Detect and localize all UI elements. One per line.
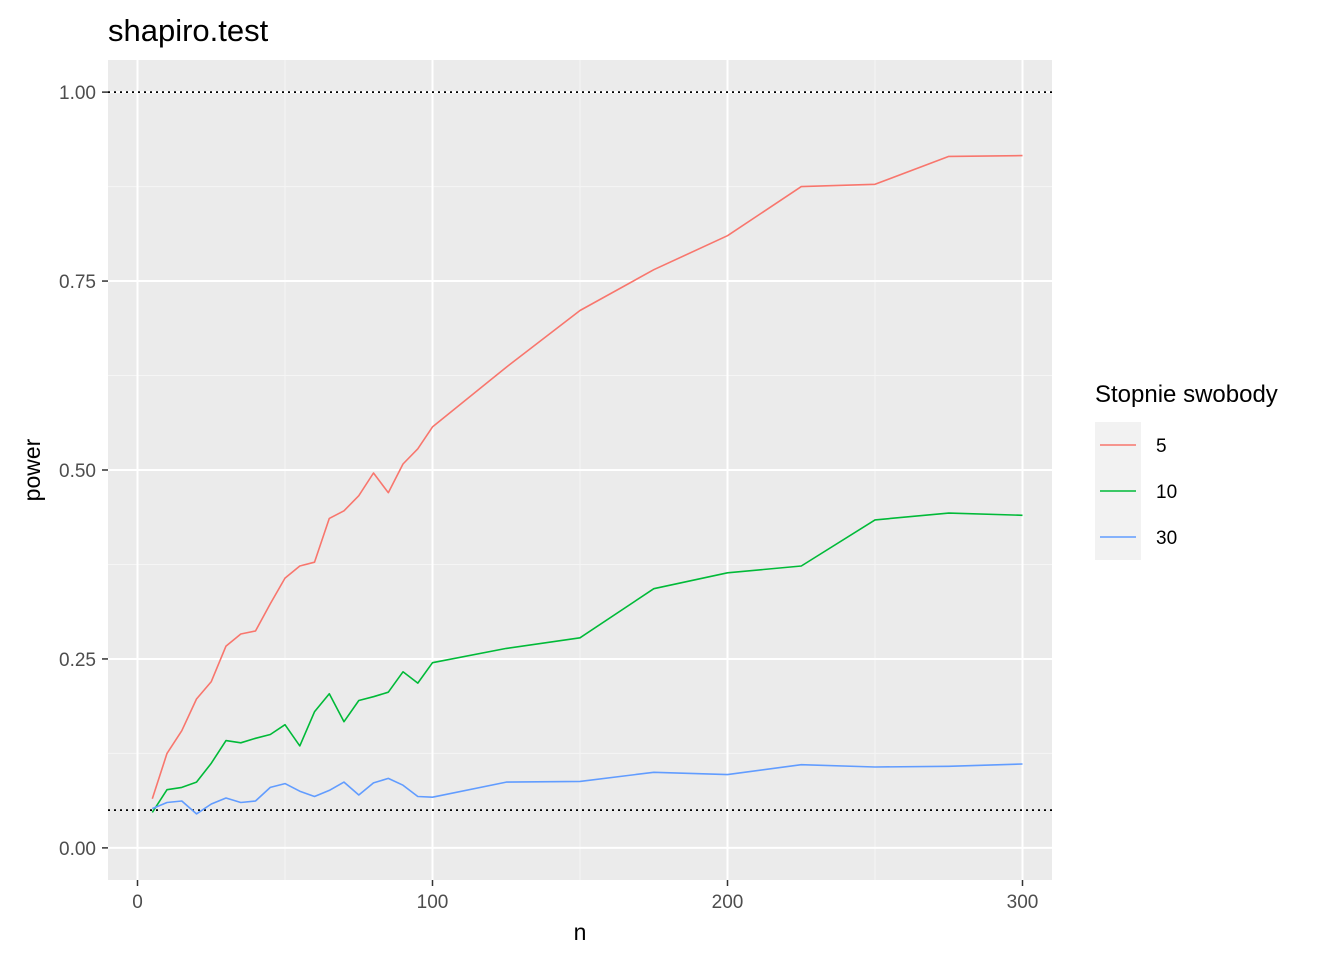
legend: Stopnie swobody 5 10 30 [1095,381,1278,560]
legend-title: Stopnie swobody [1095,381,1278,408]
x-tick-label: 200 [712,892,744,913]
y-axis-label: power [19,438,45,501]
legend-label-10: 10 [1156,482,1177,503]
chart-title: shapiro.test [108,13,269,48]
legend-keys: 5 10 30 [1095,422,1177,560]
y-tick-label: 0.25 [59,650,96,671]
series-line-10 [151,512,1023,813]
x-tick-label: 0 [132,892,143,913]
legend-label-30: 30 [1156,528,1177,549]
x-axis-label: n [574,919,587,945]
reference-lines [108,91,1052,811]
y-tick-label: 0.50 [59,461,96,482]
y-tick-label: 0.00 [59,839,96,860]
y-axis: 0.00 0.25 0.50 0.75 1.00 [59,83,108,860]
y-tick-label: 1.00 [59,83,96,104]
x-tick-label: 100 [417,892,449,913]
legend-label-5: 5 [1156,436,1167,457]
x-tick-label: 300 [1007,892,1039,913]
series-line-5 [151,154,1023,800]
series-line-30 [151,763,1023,815]
x-axis: 0 100 200 300 [132,880,1038,913]
y-tick-label: 0.75 [59,272,96,293]
series-lines [151,154,1023,815]
